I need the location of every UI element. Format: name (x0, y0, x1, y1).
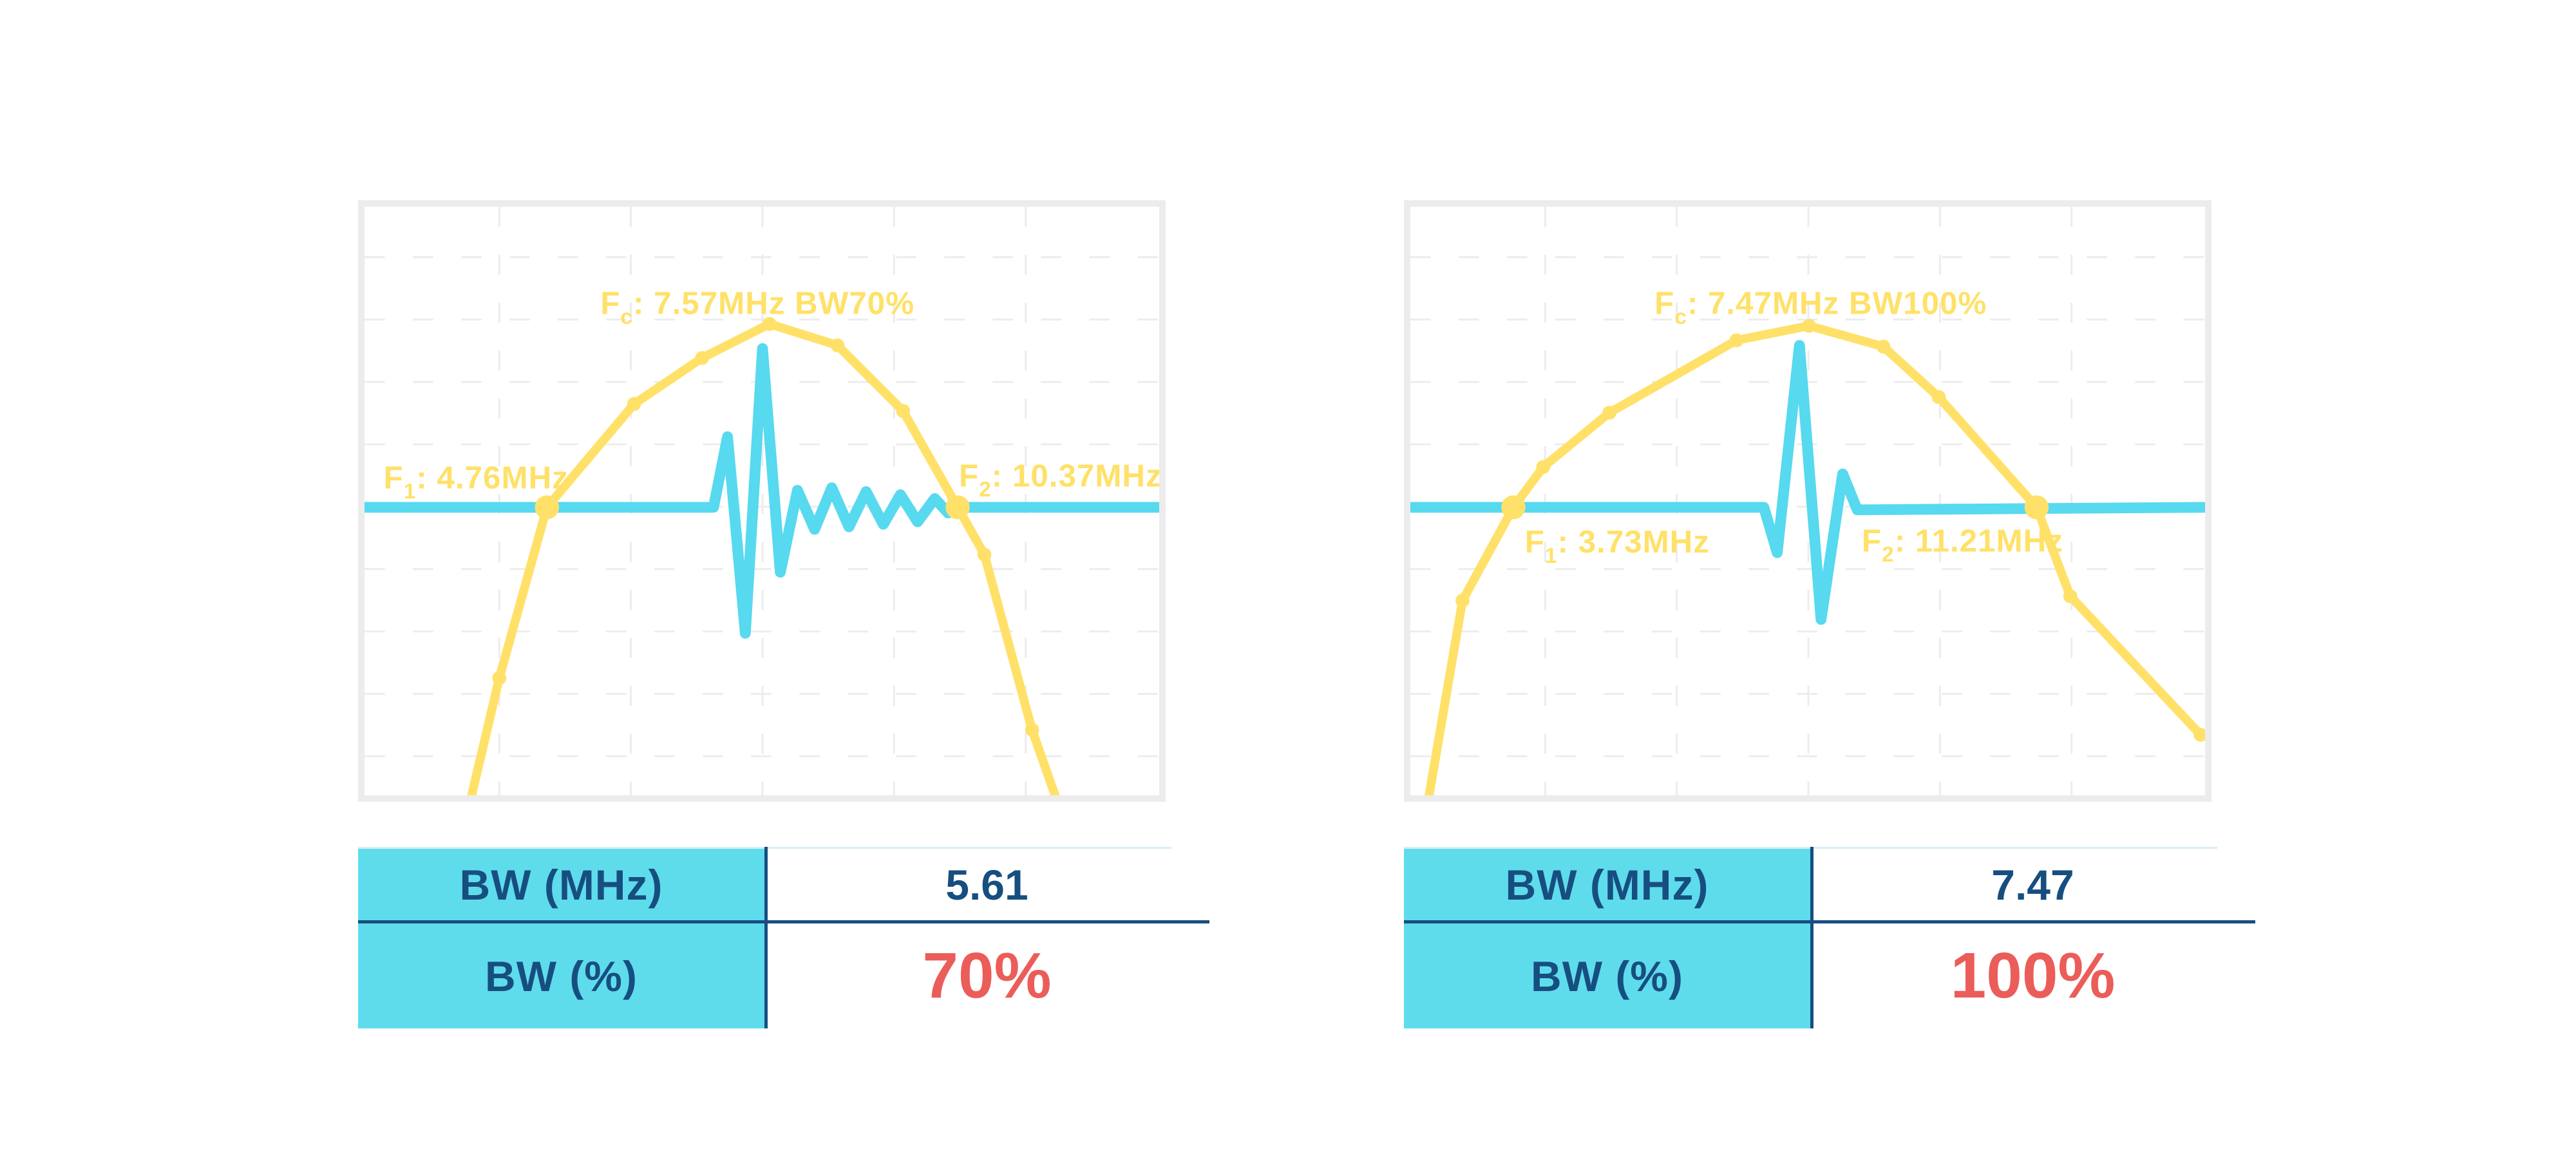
spectrum-point-marker (762, 317, 777, 331)
spectrum-point-marker (896, 404, 911, 418)
spectrum-point-marker (1802, 319, 1816, 333)
bw-mhz-value-cell: 5.61 (945, 860, 1028, 909)
f2-label-value: : 11.21MHz (1895, 524, 2063, 558)
spectrum-curve (467, 319, 1060, 795)
bw-mhz-value-cell: 7.47 (1991, 860, 2074, 909)
f1-label: F1: 3.73MHz (1525, 525, 1710, 567)
spectrum-point-marker (1602, 406, 1616, 420)
table-row: BW (%) 70% (358, 923, 1209, 1028)
f2-label: F2: 11.21MHz (1862, 524, 2063, 566)
cutoff-frequency-marker (2024, 495, 2049, 520)
spectrum-chart-bw100: F1: 3.73MHz Fc: 7.47MHz BW100% F2: 11.21MH… (1404, 200, 2211, 802)
bw-table-bw70: BW (MHz) 5.61 BW (%) 70% (358, 847, 1209, 1028)
fc-label-subscript: c (620, 305, 633, 329)
table-column-divider (764, 847, 768, 1028)
spectrum-point-marker (977, 547, 992, 562)
bw-mhz-header-cell: BW (MHz) (1404, 849, 1810, 920)
f1-label: F1: 4.76MHz (384, 461, 569, 504)
table-row-divider (1404, 920, 2255, 923)
pulse-waveform (1410, 339, 2205, 625)
f1-label-value: : 3.73MHz (1557, 525, 1709, 560)
f2-label-subscript: 2 (979, 478, 992, 502)
table-row: BW (MHz) 7.47 (1404, 849, 2255, 920)
table-row: BW (%) 100% (1404, 923, 2255, 1028)
spectrum-point-marker (1876, 339, 1891, 354)
f2-label-symbol: F (1862, 524, 1882, 558)
cutoff-frequency-marker (1501, 495, 1526, 520)
spectrum-point-marker (627, 397, 641, 411)
bw-mhz-header-cell: BW (MHz) (358, 849, 764, 920)
cutoff-frequency-marker (535, 495, 560, 520)
fc-label: Fc: 7.57MHz BW70% (600, 287, 914, 329)
spectrum-point-marker (1536, 460, 1551, 474)
spectrum-curve (1425, 321, 2205, 795)
bw-percent-value-cell: 100% (1950, 940, 2116, 1012)
pulse-waveform (365, 343, 1159, 639)
f1-label-symbol: F (1525, 525, 1545, 560)
fc-label-symbol: F (1654, 287, 1674, 321)
f2-label: F2: 10.37MHz (959, 459, 1159, 502)
table-row-divider (358, 920, 1209, 923)
spectrum-point-marker (492, 671, 507, 685)
bw-percent-header-cell: BW (%) (1404, 923, 1810, 1028)
spectrum-point-marker (695, 351, 710, 365)
table-row: BW (MHz) 5.61 (358, 849, 1209, 920)
bw-percent-header-cell: BW (%) (358, 923, 764, 1028)
spectrum-point-marker (1729, 333, 1744, 348)
cutoff-frequency-marker (945, 495, 970, 520)
f2-label-value: : 10.37MHz (992, 459, 1159, 494)
fc-label-symbol: F (600, 287, 620, 321)
table-column-divider (1810, 847, 1814, 1028)
fc-label-subscript: c (1674, 305, 1687, 329)
fc-label-value: : 7.47MHz BW100% (1687, 287, 1987, 321)
f1-label-value: : 4.76MHz (416, 461, 568, 496)
spectrum-point-marker (1931, 390, 1946, 404)
spectrum-point-marker (2063, 589, 2078, 603)
spectrum-point-marker (830, 338, 845, 353)
bw-table-bw100: BW (MHz) 7.47 BW (%) 100% (1404, 847, 2255, 1028)
fc-label: Fc: 7.47MHz BW100% (1654, 287, 1987, 329)
f1-label-subscript: 1 (404, 480, 417, 504)
spectrum-chart-bw70: F1: 4.76MHz Fc: 7.57MHz BW70% F2: 10.37MHz (358, 200, 1166, 802)
f1-label-symbol: F (384, 461, 404, 496)
bw-percent-value-cell: 70% (922, 940, 1052, 1012)
f1-label-subscript: 1 (1545, 544, 1558, 568)
f2-label-symbol: F (959, 459, 979, 494)
spectrum-point-marker (1025, 723, 1039, 737)
spectrum-point-marker (2193, 728, 2205, 742)
spectrum-point-marker (1455, 593, 1470, 608)
f2-label-subscript: 2 (1882, 543, 1895, 567)
fc-label-value: : 7.57MHz BW70% (633, 287, 914, 321)
